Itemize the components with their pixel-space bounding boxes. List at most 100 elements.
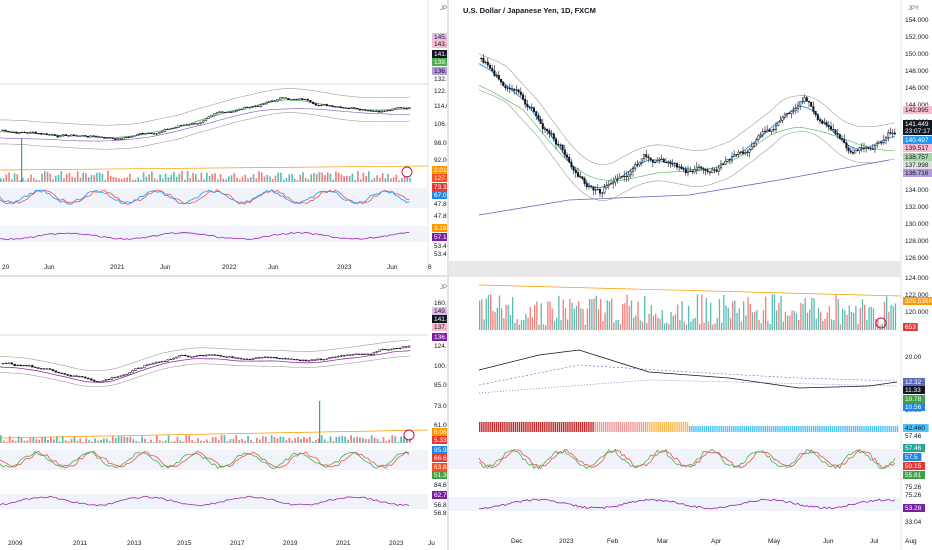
histogram-bar: [844, 426, 846, 432]
pane-background: [0, 277, 447, 550]
right-candle: [873, 144, 877, 150]
right-candle: [871, 148, 874, 150]
histogram-bar: [817, 426, 819, 432]
bottom-left-candle: [60, 372, 64, 374]
top-left-volume-bar: [381, 173, 384, 182]
right-candle: [537, 115, 540, 120]
price-tag-text: 53.28: [905, 505, 922, 512]
top-left-volume-bar: [71, 176, 74, 182]
histogram-bar: [896, 426, 899, 432]
bottom-left-volume-bar: [220, 435, 223, 443]
top-left-candle: [366, 110, 370, 112]
price-scale-label: 124.351: [434, 343, 447, 350]
rsi-line: [478, 498, 895, 510]
price-tag-text: 10.56: [905, 404, 922, 411]
right-candle: [638, 162, 641, 166]
top-left-candle: [4, 129, 7, 132]
bottom-left-candle: [216, 354, 220, 357]
right-candle: [893, 132, 896, 135]
price-tag: [903, 403, 925, 411]
top-left-volume-bar: [392, 176, 395, 182]
countdown-tag: [903, 127, 932, 135]
right-volume-bar: [571, 302, 573, 330]
right-candle: [680, 166, 683, 169]
right-candle: [594, 189, 597, 191]
right-candle: [682, 168, 685, 170]
right-volume-bar: [754, 311, 756, 330]
right-candle: [781, 116, 784, 121]
bottom-left-candle: [4, 362, 8, 364]
histogram-bar: [672, 422, 674, 432]
top-left-volume-bar: [195, 174, 197, 182]
top-left-volume-bar: [255, 178, 258, 182]
histogram-bar: [508, 422, 510, 432]
top-left-candle: [251, 106, 254, 108]
right-candle: [686, 170, 690, 174]
histogram-bar: [703, 426, 706, 432]
histogram-bar: [539, 422, 542, 432]
pane-top-left[interactable]: 145.636143.498 141.449139.826 136.694132.9…: [0, 0, 447, 275]
bottom-left-candle: [304, 359, 308, 362]
histogram-bar: [773, 426, 775, 432]
right-volume-bar: [512, 297, 514, 330]
date-label: Jun: [160, 264, 171, 271]
top-left-candle: [306, 98, 309, 101]
top-left-candle: [273, 100, 276, 102]
histogram-bar: [821, 426, 823, 432]
right-candle: [867, 147, 870, 149]
pane-bottom-left[interactable]: 160.000149.648141.449137.896 136.999 124.3…: [0, 277, 447, 550]
histogram-bar: [796, 426, 798, 432]
pane-divider-horizontal[interactable]: [0, 275, 447, 277]
price-tag-text: 138.757: [905, 154, 929, 161]
bottom-left-volume-bar: [41, 437, 43, 443]
top-left-candle: [111, 137, 114, 139]
bottom-left-candle: [51, 369, 55, 372]
top-left-volume-bar: [335, 171, 337, 182]
top-left-volume-bar: [145, 176, 148, 182]
price-tag: [432, 333, 447, 341]
price-tag-text: 57.46: [905, 445, 922, 452]
top-left-candle: [136, 134, 139, 137]
top-left-volume-bar: [307, 179, 310, 182]
bottom-left-volume-bar: [194, 441, 196, 443]
rsi-band: [0, 226, 428, 242]
price-tag-text: 136.716: [905, 170, 929, 177]
right-volume-bar: [769, 324, 771, 330]
top-left-volume-bar: [362, 172, 365, 182]
top-left-volume-bar: [101, 173, 104, 182]
price-tag: [903, 462, 925, 470]
right-volume-bar: [793, 310, 795, 330]
bottom-left-candle: [13, 363, 16, 366]
di-line: [478, 364, 898, 386]
top-left-volume-bar: [140, 179, 142, 182]
top-left-volume-bar: [390, 178, 392, 182]
bottom-left-volume-bar: [155, 435, 158, 443]
price-tag-text: 137.896: [434, 324, 447, 331]
pane-divider-vertical[interactable]: [447, 0, 449, 550]
bottom-left-volume-bar: [123, 436, 126, 443]
bottom-left-candle: [340, 355, 343, 357]
bottom-left-candle: [301, 359, 305, 362]
top-left-volume-bar: [203, 179, 205, 182]
histogram-bar: [575, 422, 577, 432]
right-candle: [563, 149, 566, 156]
histogram-bar: [588, 422, 590, 432]
right-candle: [876, 143, 879, 146]
right-candle: [546, 129, 549, 132]
bottom-left-volume-bar: [182, 441, 185, 443]
bottom-left-candle: [348, 354, 352, 356]
last-price-tag: [432, 50, 447, 58]
top-left-candle: [353, 107, 356, 109]
price-tag: [903, 161, 932, 169]
right-candle: [724, 161, 727, 165]
price-scale-label: 128.000: [905, 238, 929, 245]
bottom-left-candle: [387, 349, 390, 351]
histogram-bar: [779, 426, 781, 432]
histogram-bar: [768, 426, 771, 432]
top-left-volume-bar: [368, 171, 370, 182]
histogram-bar: [836, 426, 838, 432]
pane-right[interactable]: 154.000 152.000 150.000 148.000 146.000 144.0…: [449, 0, 932, 550]
histogram-bar: [647, 422, 649, 432]
price-tag: [432, 307, 447, 315]
right-volume-bar: [591, 299, 593, 330]
